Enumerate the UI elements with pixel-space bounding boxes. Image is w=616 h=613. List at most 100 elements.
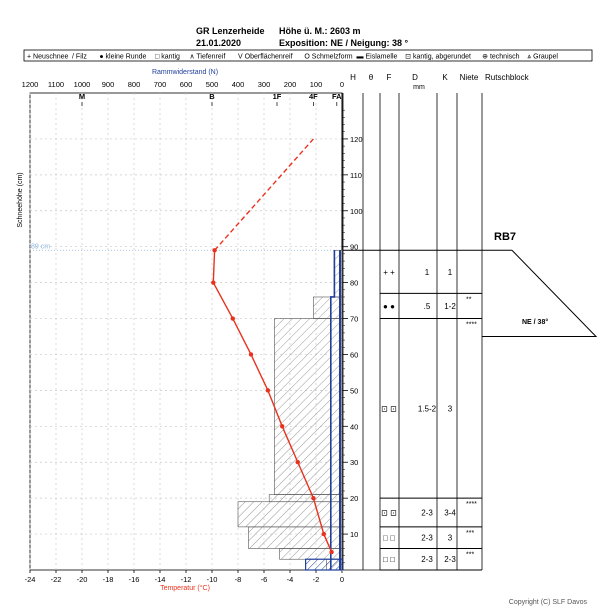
rb-slope-shape [482, 249, 598, 338]
temp-tick--18: -18 [103, 575, 114, 584]
layer-d-4: 2-3 [421, 534, 433, 543]
temp-axis-title: Temperatur (°C) [160, 584, 210, 592]
layer-k-5: 2-3 [444, 555, 456, 564]
legend-item-7: ▬ Eislamelle [357, 54, 398, 61]
height-tick-50: 50 [350, 386, 358, 395]
temperature-point-6 [295, 460, 300, 465]
layer-d-0: 1 [425, 268, 430, 277]
col-header-theta: θ [369, 73, 374, 82]
temp-tick--8: -8 [235, 575, 242, 584]
ram-segment-6 [313, 296, 343, 319]
layer-table: + + 1 1 ● ● .5 1-2 ** ⊡ ⊡ 1.5-2 3 **** ⊡ ⊡ 2-3 3-4 ***… [342, 93, 598, 571]
layer-k-2: 3 [448, 404, 453, 413]
temp-tick--12: -12 [181, 575, 192, 584]
hardness-FA: FA [332, 92, 342, 101]
temperature-point-9 [329, 549, 334, 555]
layer-form-4: □ □ [383, 534, 395, 543]
ram-axis-title: Rammwiderstand (N) [152, 69, 218, 76]
temperature-line [212, 250, 333, 553]
height-tick-70: 70 [350, 315, 358, 324]
height-tick-60: 60 [350, 350, 358, 359]
height-tick-90: 90 [350, 243, 358, 252]
temp-axis-ticks: -24 -22 -20 -18 -16 -14 -12 -10 -8 -6 -4 -2 0 [25, 570, 344, 584]
layer-d-1: .5 [424, 302, 431, 311]
layer-k-3: 3-4 [444, 509, 456, 518]
temp-tick--2: -2 [313, 575, 320, 584]
air-temperature-line [214, 138, 314, 251]
ram-axis-ticks: 1200 1100 1000 900 800 700 600 500 400 300 200 100 0… [22, 80, 344, 106]
layer-d-3: 2-3 [421, 509, 433, 518]
col-header-h: H [350, 73, 356, 82]
temp-tick--16: -16 [129, 575, 140, 584]
legend-item-3: □ kantig [155, 54, 180, 61]
temp-tick--6: -6 [261, 575, 268, 584]
temperature-point-5 [280, 424, 285, 429]
layer-niete-2: **** [466, 322, 477, 329]
legend-item-0: + Neuschnee [27, 54, 69, 61]
layer-niete-5: *** [466, 551, 474, 558]
rutschblock-result: RB7 [494, 231, 516, 243]
ram-profile [237, 249, 343, 571]
temp-tick--14: -14 [155, 575, 166, 584]
legend-item-2: ● kleine Runde [99, 54, 146, 61]
ram-tick-1100: 1100 [48, 80, 64, 89]
height-tick-120: 120 [350, 135, 363, 144]
layer-form-3: ⊡ ⊡ [381, 509, 397, 518]
layer-d-5: 2-3 [421, 555, 433, 564]
ram-tick-500: 500 [206, 80, 219, 89]
legend-item-5: V Oberflächenreif [238, 54, 293, 61]
temperature-point-7 [311, 495, 316, 501]
col-header-f: F [387, 73, 392, 82]
ram-tick-200: 200 [284, 80, 297, 89]
height-axis-ticks: 10 20 30 40 50 60 70 80 90 100 110 120 [341, 93, 363, 570]
layer-k-1: 1-2 [444, 302, 456, 311]
ram-tick-700: 700 [154, 80, 167, 89]
ram-tick-800: 800 [128, 80, 141, 89]
col-header-k: K [442, 73, 448, 82]
temperature-profile [211, 138, 334, 555]
snow-height-label: 89 cm [31, 243, 50, 250]
ram-tick-100: 100 [310, 80, 323, 89]
layer-niete-3: **** [466, 501, 477, 508]
temp-tick-0: 0 [340, 575, 344, 584]
height-tick-30: 30 [350, 458, 358, 467]
rutschblock-slope: NE / 38° [522, 318, 548, 326]
copyright: Copyright (C) SLF Davos [509, 599, 588, 606]
ram-segment-5 [274, 318, 343, 495]
hardness-4F: 4F [309, 92, 318, 101]
layer-k-4: 3 [448, 534, 453, 543]
layer-form-0: + + [383, 268, 395, 277]
col-header-niete: Niete [460, 73, 479, 82]
legend: + Neuschnee / Filz ● kleine Runde □ kantig ∧… [27, 54, 558, 61]
layer-form-1: ● ● [383, 302, 395, 311]
temperature-point-3 [248, 352, 254, 357]
layer-niete-1: ** [466, 296, 472, 303]
height-tick-20: 20 [350, 494, 358, 503]
exposition: Exposition: NE / Neigung: 38 ° [279, 38, 409, 48]
ram-tick-0: 0 [340, 80, 344, 89]
height-tick-10: 10 [350, 530, 358, 539]
temperature-point-1 [211, 280, 216, 285]
temperature-point-8 [321, 531, 326, 537]
ram-tick-400: 400 [232, 80, 245, 89]
height-tick-80: 80 [350, 279, 358, 288]
temperature-point-2 [230, 316, 235, 321]
ram-tick-600: 600 [180, 80, 193, 89]
temp-tick--20: -20 [77, 575, 88, 584]
temp-tick--24: -24 [25, 575, 36, 584]
height-tick-100: 100 [350, 207, 363, 216]
legend-item-6: O Schmelzform [304, 54, 352, 61]
ram-segment-3 [237, 501, 343, 528]
temp-tick--22: -22 [51, 575, 62, 584]
layer-k-0: 1 [448, 268, 453, 277]
profile-date: 21.01.2020 [196, 38, 241, 48]
height-tick-110: 110 [350, 171, 362, 180]
altitude: Höhe ü. M.: 2603 m [279, 26, 361, 36]
temperature-point-4 [265, 388, 271, 393]
layer-form-2: ⊡ ⊡ [381, 404, 397, 413]
hardness-B: B [209, 92, 215, 101]
col-header-d-unit: mm [413, 84, 425, 91]
hardness-1F: 1F [273, 92, 282, 101]
col-header-d: D [412, 73, 418, 82]
